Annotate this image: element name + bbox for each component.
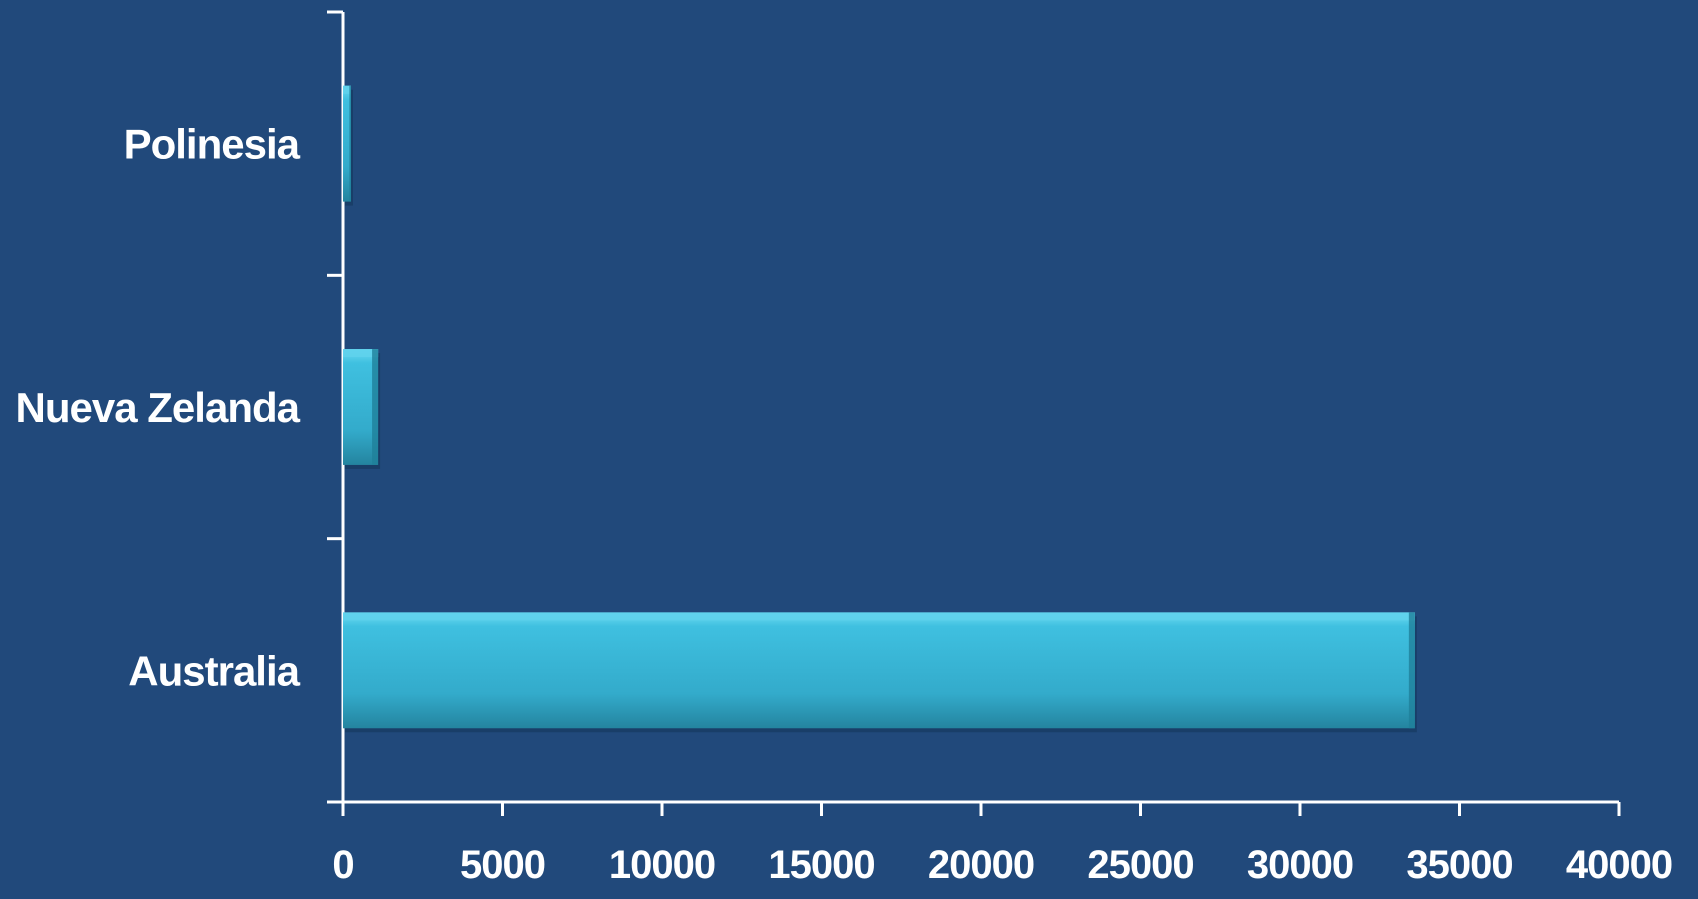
bar-highlight: [343, 349, 379, 358]
x-tick-label: 15000: [768, 843, 874, 887]
x-tick-label: 0: [332, 843, 353, 887]
bar-nueva-zelanda: [343, 349, 381, 469]
bar: [343, 612, 1415, 729]
x-tick-label: 35000: [1406, 843, 1512, 887]
bar: [343, 85, 351, 202]
category-label: Polinesia: [124, 121, 301, 168]
bar-polinesia: [343, 85, 353, 206]
x-tick-label: 20000: [928, 843, 1034, 887]
x-tick-label: 25000: [1087, 843, 1193, 887]
category-label: Australia: [128, 647, 300, 694]
x-tick-label: 5000: [460, 843, 545, 887]
bar-edge: [1408, 612, 1415, 729]
x-tick-label: 10000: [609, 843, 715, 887]
bar-edge: [349, 85, 351, 202]
bar-australia: [343, 612, 1417, 733]
category-label: Nueva Zelanda: [16, 384, 301, 431]
x-tick-label: 30000: [1247, 843, 1353, 887]
bar-highlight: [343, 85, 351, 94]
chart-bars: [343, 85, 1417, 733]
x-tick-label: 40000: [1566, 843, 1672, 887]
bar-edge: [372, 349, 379, 465]
chart-labels: 0 5000 10000 15000 20000 25000 30000 35000 40000…: [16, 121, 1674, 887]
bar-highlight: [343, 612, 1415, 621]
